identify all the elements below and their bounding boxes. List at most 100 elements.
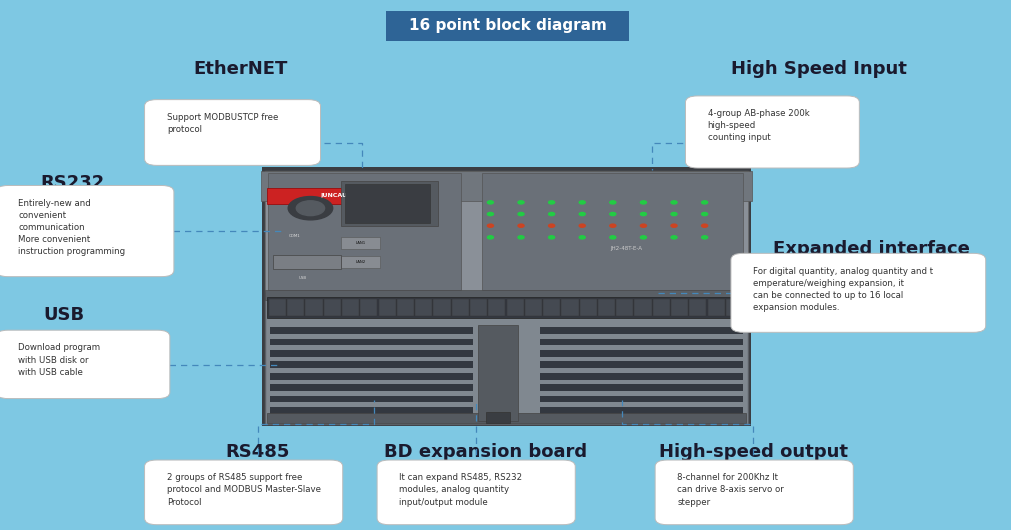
- FancyBboxPatch shape: [360, 299, 377, 316]
- FancyBboxPatch shape: [270, 407, 473, 414]
- Text: LAN2: LAN2: [356, 260, 366, 264]
- FancyBboxPatch shape: [635, 299, 652, 316]
- Text: 8-channel for 200Khz It
can drive 8-axis servo or
stepper: 8-channel for 200Khz It can drive 8-axis…: [677, 473, 785, 507]
- Circle shape: [640, 201, 646, 204]
- FancyBboxPatch shape: [270, 395, 473, 402]
- Circle shape: [610, 213, 616, 216]
- Circle shape: [671, 224, 677, 227]
- Circle shape: [671, 213, 677, 216]
- FancyBboxPatch shape: [345, 184, 431, 223]
- Circle shape: [518, 201, 524, 204]
- Text: 2 groups of RS485 support free
protocol and MODBUS Master-Slave
Protocol: 2 groups of RS485 support free protocol …: [167, 473, 320, 507]
- FancyBboxPatch shape: [270, 350, 473, 357]
- Text: Download program
with USB disk or
with USB cable: Download program with USB disk or with U…: [18, 343, 100, 377]
- Text: JUNCAUTO: JUNCAUTO: [320, 193, 357, 199]
- Circle shape: [579, 201, 585, 204]
- Circle shape: [518, 224, 524, 227]
- Circle shape: [702, 224, 708, 227]
- FancyBboxPatch shape: [579, 299, 596, 316]
- Text: Entirely-new and
convenient
communication
More convenient
instruction programmin: Entirely-new and convenient communicatio…: [18, 199, 125, 257]
- FancyBboxPatch shape: [270, 339, 473, 346]
- Text: COM1: COM1: [289, 234, 301, 238]
- Circle shape: [702, 213, 708, 216]
- FancyBboxPatch shape: [726, 299, 743, 316]
- FancyBboxPatch shape: [507, 299, 524, 316]
- FancyBboxPatch shape: [690, 299, 707, 316]
- Text: High-speed output: High-speed output: [659, 443, 847, 461]
- Circle shape: [518, 236, 524, 239]
- Circle shape: [487, 236, 493, 239]
- Text: LAN1: LAN1: [356, 241, 366, 245]
- FancyBboxPatch shape: [145, 460, 343, 525]
- FancyBboxPatch shape: [342, 237, 380, 249]
- FancyBboxPatch shape: [270, 361, 473, 368]
- FancyBboxPatch shape: [653, 299, 670, 316]
- Circle shape: [296, 201, 325, 216]
- Circle shape: [549, 224, 555, 227]
- FancyBboxPatch shape: [540, 361, 743, 368]
- FancyBboxPatch shape: [268, 173, 461, 289]
- FancyBboxPatch shape: [655, 460, 853, 525]
- FancyBboxPatch shape: [287, 299, 304, 316]
- Circle shape: [487, 224, 493, 227]
- FancyBboxPatch shape: [470, 299, 487, 316]
- Circle shape: [640, 236, 646, 239]
- Circle shape: [579, 213, 585, 216]
- Circle shape: [579, 224, 585, 227]
- FancyBboxPatch shape: [261, 171, 752, 201]
- FancyBboxPatch shape: [616, 299, 633, 316]
- FancyBboxPatch shape: [477, 325, 518, 421]
- FancyBboxPatch shape: [731, 253, 986, 332]
- Text: RS485: RS485: [225, 443, 290, 461]
- FancyBboxPatch shape: [145, 100, 320, 165]
- Text: 16 point block diagram: 16 point block diagram: [408, 19, 607, 33]
- Circle shape: [702, 201, 708, 204]
- FancyBboxPatch shape: [685, 96, 859, 168]
- FancyBboxPatch shape: [270, 327, 473, 334]
- FancyBboxPatch shape: [540, 407, 743, 414]
- Circle shape: [610, 201, 616, 204]
- FancyBboxPatch shape: [708, 299, 725, 316]
- Text: High Speed Input: High Speed Input: [731, 60, 907, 78]
- FancyBboxPatch shape: [342, 257, 380, 268]
- Circle shape: [671, 236, 677, 239]
- FancyBboxPatch shape: [543, 299, 560, 316]
- FancyBboxPatch shape: [305, 299, 323, 316]
- Circle shape: [288, 197, 333, 220]
- FancyBboxPatch shape: [273, 255, 341, 269]
- FancyBboxPatch shape: [540, 327, 743, 334]
- Text: USB: USB: [298, 276, 306, 280]
- Circle shape: [549, 213, 555, 216]
- FancyBboxPatch shape: [270, 384, 473, 391]
- FancyBboxPatch shape: [265, 290, 748, 300]
- FancyBboxPatch shape: [434, 299, 451, 316]
- Text: Support MODBUSTCP free
protocol: Support MODBUSTCP free protocol: [167, 113, 278, 134]
- Circle shape: [610, 236, 616, 239]
- Circle shape: [549, 236, 555, 239]
- Text: 4-group AB-phase 200k
high-speed
counting input: 4-group AB-phase 200k high-speed countin…: [708, 109, 810, 143]
- Circle shape: [702, 236, 708, 239]
- Text: BD expansion board: BD expansion board: [384, 443, 586, 461]
- FancyBboxPatch shape: [598, 299, 615, 316]
- FancyBboxPatch shape: [269, 299, 286, 316]
- Circle shape: [487, 201, 493, 204]
- Circle shape: [610, 224, 616, 227]
- FancyBboxPatch shape: [0, 186, 174, 277]
- FancyBboxPatch shape: [525, 299, 542, 316]
- FancyBboxPatch shape: [270, 373, 473, 379]
- Text: It can expand RS485, RS232
modules, analog quantity
input/output module: It can expand RS485, RS232 modules, anal…: [399, 473, 523, 507]
- Text: For digital quantity, analog quantity and t
emperature/weighing expansion, it
ca: For digital quantity, analog quantity an…: [753, 267, 933, 312]
- FancyBboxPatch shape: [452, 299, 469, 316]
- FancyBboxPatch shape: [265, 171, 748, 292]
- FancyBboxPatch shape: [0, 330, 170, 399]
- FancyBboxPatch shape: [262, 167, 751, 426]
- Circle shape: [671, 201, 677, 204]
- Text: JH2-48T-E-A: JH2-48T-E-A: [610, 246, 642, 251]
- Circle shape: [640, 213, 646, 216]
- FancyBboxPatch shape: [377, 460, 575, 525]
- Text: USB: USB: [43, 306, 84, 324]
- FancyBboxPatch shape: [485, 412, 510, 423]
- FancyBboxPatch shape: [378, 299, 395, 316]
- FancyBboxPatch shape: [267, 188, 411, 204]
- Circle shape: [640, 224, 646, 227]
